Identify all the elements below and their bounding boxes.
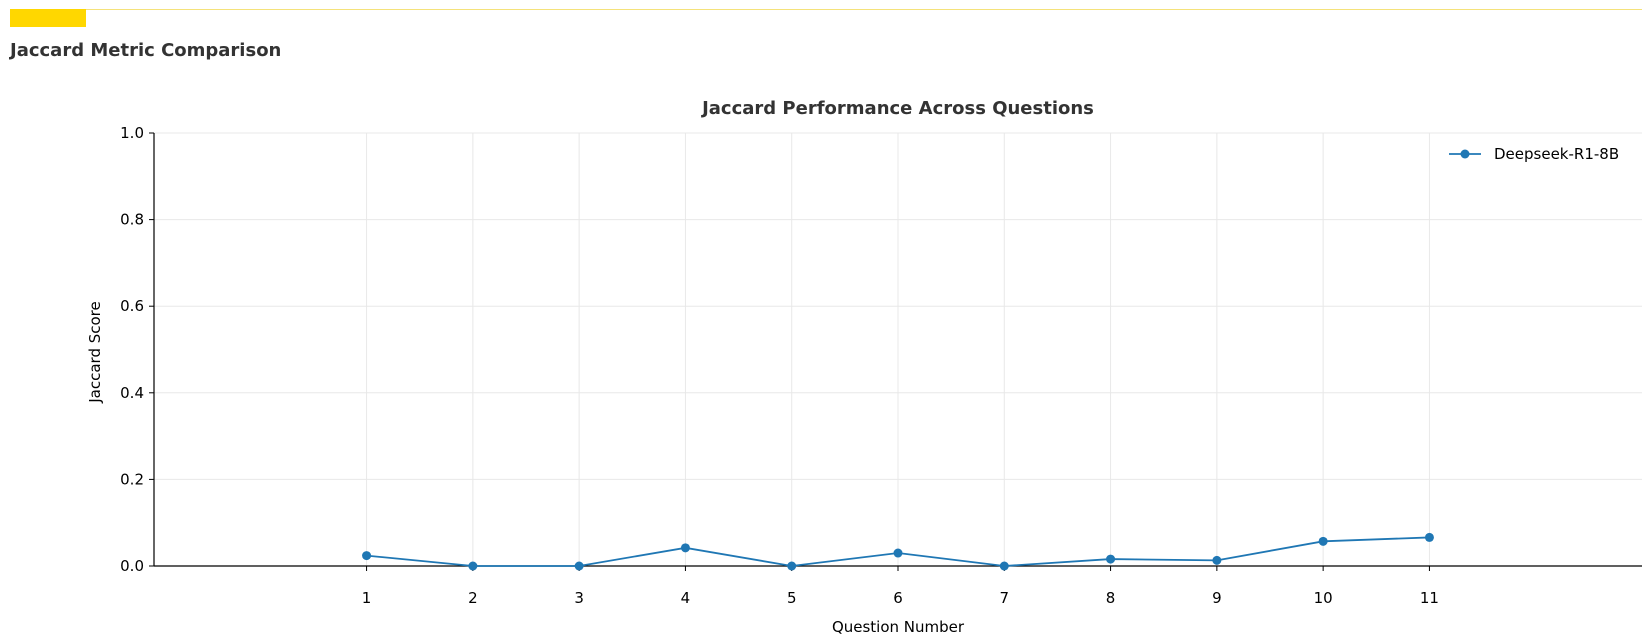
y-tick-label: 0.0 bbox=[120, 557, 144, 575]
grid-lines bbox=[154, 132, 1642, 567]
y-tick-label: 0.2 bbox=[120, 470, 144, 488]
x-tick-label: 1 bbox=[362, 589, 372, 607]
legend: Deepseek-R1-8B bbox=[1449, 145, 1619, 163]
chart-title: Jaccard Performance Across Questions bbox=[700, 98, 1094, 119]
data-point bbox=[362, 551, 372, 561]
x-tick-label: 7 bbox=[1000, 589, 1010, 607]
data-point bbox=[574, 561, 584, 571]
axes: 0.0 0.2 0.4 0.6 0.8 1.0 1 2 3 4 5 6 7 8 9 10 11 bbox=[120, 124, 1642, 607]
data-point bbox=[468, 561, 478, 571]
legend-label: Deepseek-R1-8B bbox=[1494, 145, 1619, 163]
y-tick-label: 1.0 bbox=[120, 124, 144, 142]
data-point bbox=[999, 561, 1009, 571]
y-tick-label: 0.8 bbox=[120, 211, 144, 229]
x-tick-label: 6 bbox=[893, 589, 903, 607]
y-tick-label: 0.6 bbox=[120, 297, 144, 315]
y-axis-label: Jaccard Score bbox=[86, 301, 104, 404]
data-point bbox=[1106, 554, 1116, 564]
x-tick-label: 4 bbox=[681, 589, 691, 607]
data-point bbox=[680, 543, 690, 553]
x-axis-label: Question Number bbox=[832, 618, 965, 636]
legend-marker bbox=[1460, 149, 1470, 159]
data-point bbox=[1424, 532, 1434, 542]
section-accent-bar bbox=[10, 9, 86, 27]
data-point bbox=[1212, 555, 1222, 565]
section-title: Jaccard Metric Comparison bbox=[10, 40, 282, 61]
data-point bbox=[787, 561, 797, 571]
x-tick-label: 2 bbox=[468, 589, 478, 607]
series-layer bbox=[362, 532, 1434, 571]
x-tick-label: 3 bbox=[574, 589, 584, 607]
data-point bbox=[1318, 536, 1328, 546]
x-tick-label: 9 bbox=[1212, 589, 1222, 607]
header-divider bbox=[10, 9, 1642, 10]
data-point bbox=[893, 548, 903, 558]
x-tick-label: 11 bbox=[1420, 589, 1439, 607]
y-tick-label: 0.4 bbox=[120, 384, 144, 402]
x-tick-label: 10 bbox=[1314, 589, 1333, 607]
x-tick-label: 5 bbox=[787, 589, 797, 607]
x-tick-label: 8 bbox=[1106, 589, 1116, 607]
